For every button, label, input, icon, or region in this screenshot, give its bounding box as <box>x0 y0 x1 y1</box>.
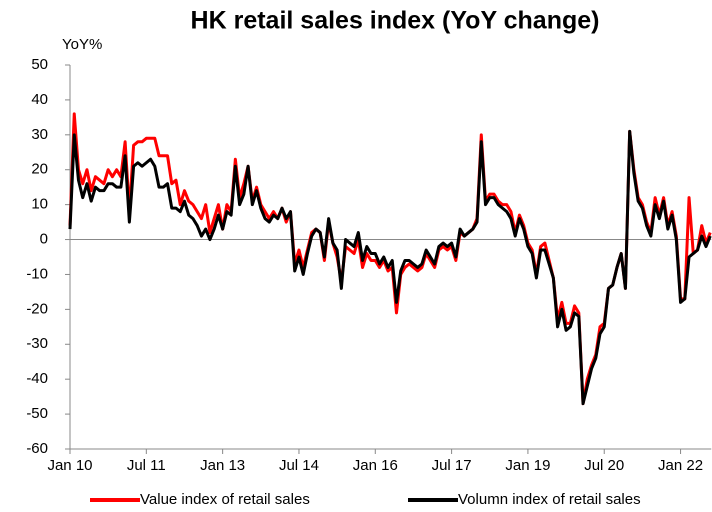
legend-label: Value index of retail sales <box>140 491 310 508</box>
y-tick-label: 50 <box>31 56 48 73</box>
x-tick-label: Jan 22 <box>658 457 703 474</box>
x-tick-label: Jan 16 <box>353 457 398 474</box>
y-axis-label: YoY% <box>62 36 102 53</box>
y-tick-label: -40 <box>26 370 48 387</box>
y-tick-label: -60 <box>26 440 48 457</box>
y-tick-label: 20 <box>31 161 48 178</box>
y-tick-label: 10 <box>31 196 48 213</box>
x-tick-label: Jul 20 <box>584 457 624 474</box>
x-tick-label: Jan 19 <box>505 457 550 474</box>
x-tick-label: Jan 10 <box>47 457 92 474</box>
x-tick-label: Jul 17 <box>432 457 472 474</box>
series-line <box>68 112 712 406</box>
legend-label: Volumn index of retail sales <box>458 491 641 508</box>
y-tick-label: -20 <box>26 300 48 317</box>
y-tick-label: 30 <box>31 126 48 143</box>
chart-title: HK retail sales index (YoY change) <box>191 7 600 35</box>
series-line <box>68 129 712 406</box>
x-tick-label: Jul 11 <box>127 457 166 474</box>
y-tick-label: 0 <box>40 231 48 248</box>
x-tick-label: Jul 14 <box>279 457 319 474</box>
y-tick-label: -50 <box>26 405 48 422</box>
x-tick-label: Jan 13 <box>200 457 245 474</box>
y-tick-label: -10 <box>26 265 48 282</box>
y-tick-label: -30 <box>26 335 48 352</box>
y-tick-label: 40 <box>31 91 48 108</box>
